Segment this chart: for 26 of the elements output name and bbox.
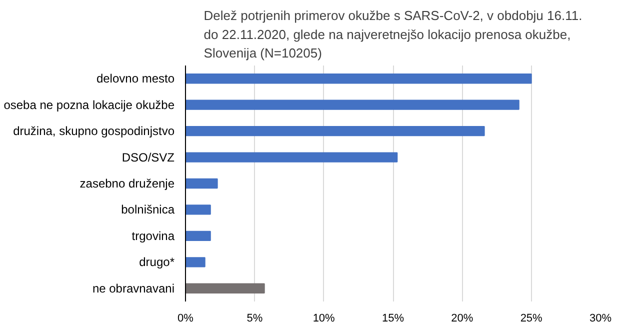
y-tick-label: oseba ne pozna lokacije okužbe	[4, 98, 175, 112]
x-tick-label: 15%	[382, 312, 404, 324]
y-tick-label: ne obravnavani	[92, 281, 174, 296]
bar	[186, 126, 485, 136]
bar	[186, 152, 398, 162]
chart-title: Delež potrjenih primerov okužbe s SARS-CoV-2, v obdobju 16.11. do 22.11.2020, glede na najveretnejšo lokacijo prenosa okužbe, Slovenija (N=10205)	[204, 8, 582, 60]
y-tick-label: družina, skupno gospodinjstvo	[13, 124, 175, 138]
y-tick-label: delovno mesto	[96, 72, 175, 86]
y-tick-label: DSO/SVZ	[122, 150, 175, 164]
x-tick-label: 25%	[520, 312, 543, 324]
bar	[186, 257, 206, 268]
x-tick-label: 30%	[589, 312, 612, 324]
x-tick-label: 0%	[178, 312, 194, 324]
x-tick-label: 5%	[246, 312, 263, 324]
x-tick-label: 20%	[451, 312, 474, 324]
y-tick-label: drugo*	[139, 255, 175, 270]
bar	[186, 283, 265, 294]
bar	[186, 74, 532, 84]
bar	[186, 230, 211, 242]
y-tick-label: trgovina	[132, 228, 175, 243]
bar	[186, 100, 520, 110]
x-tick-label: 10%	[312, 312, 336, 324]
y-tick-label: bolnišnica	[121, 202, 175, 217]
bar	[186, 204, 211, 215]
bar	[186, 178, 218, 189]
y-tick-label: zasebno druženje	[80, 176, 175, 190]
